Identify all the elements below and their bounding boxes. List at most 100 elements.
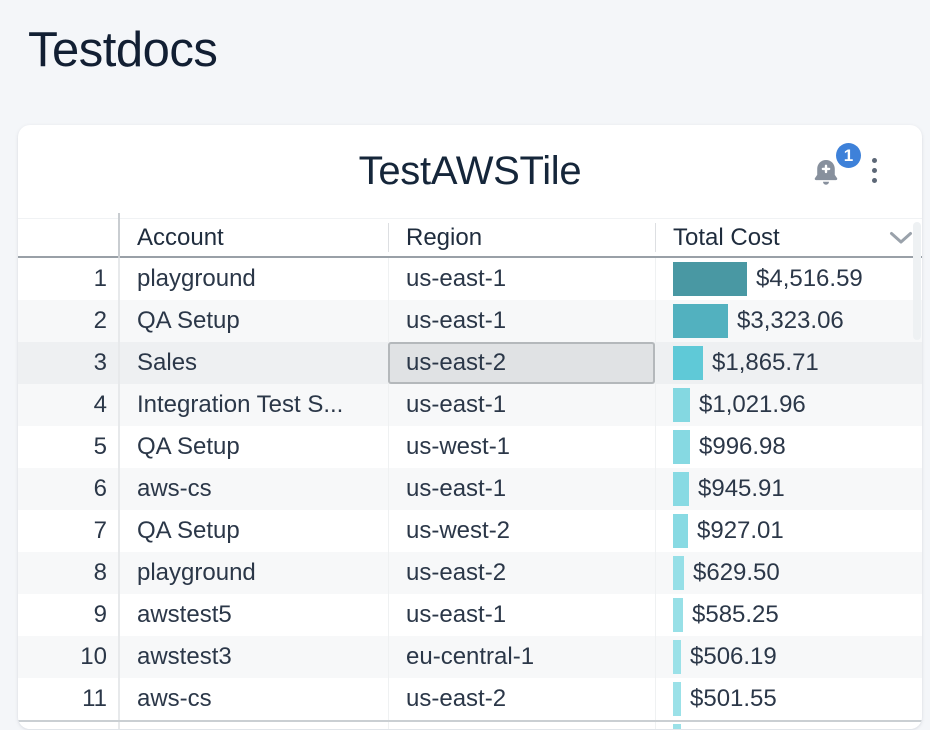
total-cost-cell[interactable]: $4,516.59 — [655, 258, 922, 300]
cost-value: $585.25 — [692, 601, 779, 628]
table-row[interactable]: 9 awstest5 us-east-1 $585.25 — [18, 594, 922, 636]
row-index-cell: 1 — [93, 265, 107, 292]
column-divider — [655, 223, 656, 252]
total-cost-cell[interactable]: $1,021.96 — [655, 384, 922, 426]
region-cell[interactable]: us-east-1 — [406, 475, 507, 502]
column-divider — [655, 258, 656, 729]
cost-value: $1,865.71 — [712, 349, 819, 376]
account-cell[interactable]: playground — [137, 559, 256, 586]
table-row[interactable]: 6 aws-cs us-east-1 $945.91 — [18, 468, 922, 510]
total-cost-cell[interactable]: $996.98 — [655, 426, 922, 468]
cost-value: $4,516.59 — [756, 265, 863, 292]
table-row[interactable]: 4 Integration Test S... us-east-1 $1,021… — [18, 384, 922, 426]
partial-next-row — [18, 722, 922, 729]
total-cost-cell[interactable]: $3,323.06 — [655, 300, 922, 342]
row-index-cell: 7 — [93, 517, 107, 544]
row-index-cell: 9 — [93, 601, 107, 628]
total-cost-cell[interactable]: $501.55 — [655, 678, 922, 720]
cost-value: $501.55 — [690, 685, 777, 712]
cost-bar — [673, 682, 681, 716]
chevron-down-icon[interactable] — [889, 231, 913, 245]
total-cost-cell[interactable]: $506.19 — [655, 636, 922, 678]
account-cell[interactable]: Integration Test S... — [137, 391, 344, 418]
column-header-region[interactable]: Region — [406, 223, 483, 251]
total-cost-cell[interactable]: $927.01 — [655, 510, 922, 552]
row-index-cell: 2 — [93, 307, 107, 334]
column-header-label: Total Cost — [673, 223, 780, 251]
scrollbar-thumb[interactable] — [913, 222, 921, 340]
column-divider — [118, 258, 120, 729]
cost-bar — [673, 724, 681, 729]
cost-bar — [673, 472, 689, 506]
table-row[interactable]: 8 playground us-east-2 $629.50 — [18, 552, 922, 594]
account-cell[interactable]: aws-cs — [137, 685, 212, 712]
tile-actions: 1 — [809, 143, 882, 195]
table-body: 1 playground us-east-1 $4,516.59 2 QA Se… — [18, 258, 922, 720]
column-divider — [388, 223, 389, 252]
table-header: Account Region Total Cost — [18, 218, 922, 258]
table-row[interactable]: 11 aws-cs us-east-2 $501.55 — [18, 678, 922, 720]
cost-value: $629.50 — [693, 559, 780, 586]
row-index-cell: 11 — [82, 685, 107, 712]
alert-count-badge: 1 — [836, 143, 861, 168]
cost-bar — [673, 640, 681, 674]
column-header-total-cost[interactable]: Total Cost — [655, 224, 922, 252]
region-cell[interactable]: us-east-1 — [406, 601, 507, 628]
region-cell[interactable]: us-west-2 — [406, 517, 511, 544]
cost-value: $927.01 — [697, 517, 784, 544]
region-cell[interactable]: eu-central-1 — [406, 643, 535, 670]
account-cell[interactable]: aws-cs — [137, 475, 212, 502]
table-row[interactable]: 3 Sales us-east-2 $1,865.71 — [18, 342, 922, 384]
region-cell[interactable]: us-east-2 — [388, 342, 655, 384]
total-cost-cell[interactable]: $629.50 — [655, 552, 922, 594]
region-cell[interactable]: us-east-1 — [406, 265, 507, 292]
column-divider — [388, 258, 389, 729]
cost-bar — [673, 304, 728, 338]
account-cell[interactable]: QA Setup — [137, 433, 240, 460]
cost-bar — [673, 514, 688, 548]
table-bottom-border — [18, 720, 922, 722]
row-index-cell: 6 — [93, 475, 107, 502]
total-cost-cell[interactable]: $945.91 — [655, 468, 922, 510]
region-cell[interactable]: us-west-1 — [406, 433, 511, 460]
table-row[interactable]: 5 QA Setup us-west-1 $996.98 — [18, 426, 922, 468]
cost-value: $996.98 — [699, 433, 786, 460]
account-cell[interactable]: awstest3 — [137, 643, 232, 670]
account-cell[interactable]: playground — [137, 265, 256, 292]
column-header-account[interactable]: Account — [137, 223, 224, 251]
page-title: Testdocs — [28, 23, 218, 77]
bell-plus-icon — [814, 159, 838, 185]
account-cell[interactable]: QA Setup — [137, 517, 240, 544]
cost-value: $3,323.06 — [737, 307, 844, 334]
account-cell[interactable]: awstest5 — [137, 601, 232, 628]
account-cell[interactable]: QA Setup — [137, 307, 240, 334]
region-cell[interactable]: us-east-2 — [406, 685, 507, 712]
cost-bar — [673, 598, 683, 632]
cost-bar — [673, 430, 690, 464]
region-cell[interactable]: us-east-1 — [406, 307, 507, 334]
cost-bar — [673, 388, 690, 422]
region-cell[interactable]: us-east-1 — [406, 391, 507, 418]
tile-title: TestAWSTile — [358, 149, 582, 193]
column-divider — [118, 213, 120, 258]
alerts-button[interactable]: 1 — [809, 143, 861, 193]
total-cost-cell[interactable]: $1,865.71 — [655, 342, 922, 384]
table-row[interactable]: 10 awstest3 eu-central-1 $506.19 — [18, 636, 922, 678]
table-row[interactable]: 2 QA Setup us-east-1 $3,323.06 — [18, 300, 922, 342]
cost-bar — [673, 346, 703, 380]
cost-value: $1,021.96 — [699, 391, 806, 418]
row-index-cell: 8 — [93, 559, 107, 586]
dashboard-tile-card: TestAWSTile 1 Account Region Total Cost — [18, 125, 922, 729]
cost-value: $945.91 — [698, 475, 785, 502]
row-index-cell: 5 — [93, 433, 107, 460]
table-row[interactable]: 1 playground us-east-1 $4,516.59 — [18, 258, 922, 300]
tile-menu-button[interactable] — [866, 145, 882, 195]
cost-bar — [673, 556, 684, 590]
row-index-cell: 4 — [93, 391, 107, 418]
table-row[interactable]: 7 QA Setup us-west-2 $927.01 — [18, 510, 922, 552]
row-index-cell: 3 — [93, 349, 107, 376]
region-cell[interactable]: us-east-2 — [406, 559, 507, 586]
cost-bar — [673, 262, 747, 296]
total-cost-cell[interactable]: $585.25 — [655, 594, 922, 636]
account-cell[interactable]: Sales — [137, 349, 198, 376]
